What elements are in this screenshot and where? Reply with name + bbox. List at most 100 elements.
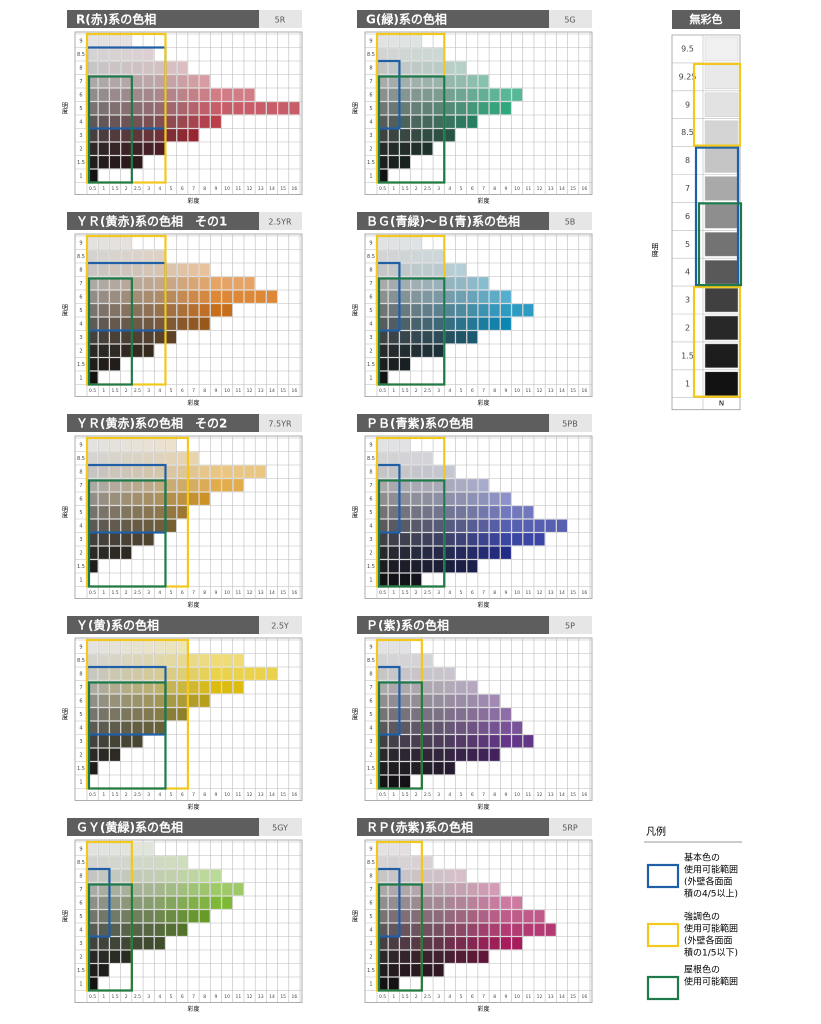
x-tick-label: 2 bbox=[125, 186, 128, 192]
color-chip bbox=[110, 452, 121, 465]
color-chip bbox=[444, 667, 455, 680]
x-tick-label: 0.5 bbox=[89, 186, 96, 192]
color-chip bbox=[411, 869, 422, 882]
color-chip bbox=[87, 735, 98, 748]
color-chip bbox=[489, 883, 500, 896]
color-chip bbox=[422, 465, 433, 478]
color-chip bbox=[388, 573, 399, 586]
color-chip bbox=[132, 896, 143, 909]
color-chip bbox=[132, 842, 143, 855]
gray-chip bbox=[704, 148, 739, 173]
color-chip bbox=[143, 519, 154, 532]
color-chip bbox=[132, 640, 143, 653]
x-tick-label: 7 bbox=[192, 388, 195, 394]
color-chip bbox=[400, 34, 411, 47]
color-chip bbox=[433, 75, 444, 88]
color-chip bbox=[433, 964, 444, 977]
x-tick-label: 13 bbox=[548, 792, 554, 798]
color-chip bbox=[199, 667, 210, 680]
color-chip bbox=[467, 923, 478, 936]
color-chip bbox=[143, 937, 154, 950]
color-chip bbox=[444, 694, 455, 707]
legend-swatch bbox=[646, 863, 680, 889]
color-chip bbox=[377, 129, 388, 142]
x-tick-label: 2 bbox=[125, 590, 128, 596]
y-tick-label: 9 bbox=[369, 240, 372, 246]
panel-title: ＹＲ(黄赤)系の色相 その1 bbox=[76, 214, 227, 229]
color-chip bbox=[411, 950, 422, 963]
y-tick-label: 2 bbox=[79, 954, 82, 960]
color-chip bbox=[433, 748, 444, 761]
color-chip bbox=[489, 546, 500, 559]
color-chip bbox=[377, 492, 388, 505]
color-chip bbox=[177, 61, 188, 74]
color-chip bbox=[400, 102, 411, 115]
color-chip bbox=[400, 129, 411, 142]
range-frame bbox=[87, 479, 167, 588]
color-chip bbox=[456, 331, 467, 344]
y-tick-label: 7 bbox=[369, 887, 372, 893]
color-chip bbox=[98, 129, 109, 142]
title-bar bbox=[67, 414, 259, 432]
color-chip bbox=[222, 479, 233, 492]
color-chip bbox=[500, 102, 511, 115]
range-frame bbox=[377, 681, 423, 790]
color-chip bbox=[377, 88, 388, 101]
color-chip bbox=[121, 465, 132, 478]
color-chip bbox=[556, 519, 567, 532]
y-tick-label: 1.5 bbox=[77, 564, 85, 570]
color-chip bbox=[388, 290, 399, 303]
x-tick-label: 15 bbox=[280, 792, 286, 798]
color-chip bbox=[456, 910, 467, 923]
color-chip bbox=[388, 681, 399, 694]
color-chip bbox=[411, 344, 422, 357]
color-chip bbox=[388, 533, 399, 546]
color-chip bbox=[233, 88, 244, 101]
color-chip bbox=[143, 883, 154, 896]
y-tick-label: 9 bbox=[79, 846, 82, 852]
color-chip bbox=[400, 290, 411, 303]
x-tick-label: 8 bbox=[493, 590, 496, 596]
x-tick-label: 13 bbox=[258, 994, 264, 1000]
color-chip bbox=[110, 856, 121, 869]
color-chip bbox=[98, 923, 109, 936]
color-chip bbox=[456, 869, 467, 882]
x-axis-label: 彩度 bbox=[477, 601, 489, 609]
color-chip bbox=[222, 667, 233, 680]
color-chip bbox=[233, 465, 244, 478]
color-chip bbox=[422, 735, 433, 748]
color-chip bbox=[132, 331, 143, 344]
x-tick-label: 15 bbox=[280, 994, 286, 1000]
color-chip bbox=[121, 519, 132, 532]
y-tick-label: 5 bbox=[369, 914, 372, 920]
color-chip bbox=[110, 331, 121, 344]
color-chip bbox=[377, 506, 388, 519]
color-chip bbox=[188, 304, 199, 317]
y-tick-label: 5 bbox=[79, 510, 82, 516]
color-chip bbox=[377, 519, 388, 532]
x-tick-label: 14 bbox=[559, 186, 565, 192]
color-chip bbox=[154, 681, 165, 694]
color-chip bbox=[166, 640, 177, 653]
x-tick-label: 4 bbox=[448, 590, 451, 596]
color-chip bbox=[433, 479, 444, 492]
legend-text: 積の1/5以下) bbox=[684, 947, 738, 959]
x-tick-label: 7 bbox=[192, 994, 195, 1000]
color-chip bbox=[388, 358, 399, 371]
color-chip bbox=[110, 708, 121, 721]
y-axis-label: 明度 bbox=[61, 506, 68, 519]
color-chip bbox=[388, 560, 399, 573]
color-chip bbox=[467, 479, 478, 492]
y-tick-label: 5 bbox=[79, 914, 82, 920]
x-tick-label: 14 bbox=[269, 590, 275, 596]
color-chip bbox=[377, 465, 388, 478]
color-chip bbox=[500, 317, 511, 330]
title-bar bbox=[357, 212, 549, 230]
x-tick-label: 13 bbox=[258, 186, 264, 192]
color-chip bbox=[289, 102, 300, 115]
x-tick-label: 15 bbox=[570, 388, 576, 394]
color-chip bbox=[433, 250, 444, 263]
color-chip bbox=[87, 331, 98, 344]
row-label: 2 bbox=[685, 323, 690, 332]
color-chip bbox=[444, 88, 455, 101]
